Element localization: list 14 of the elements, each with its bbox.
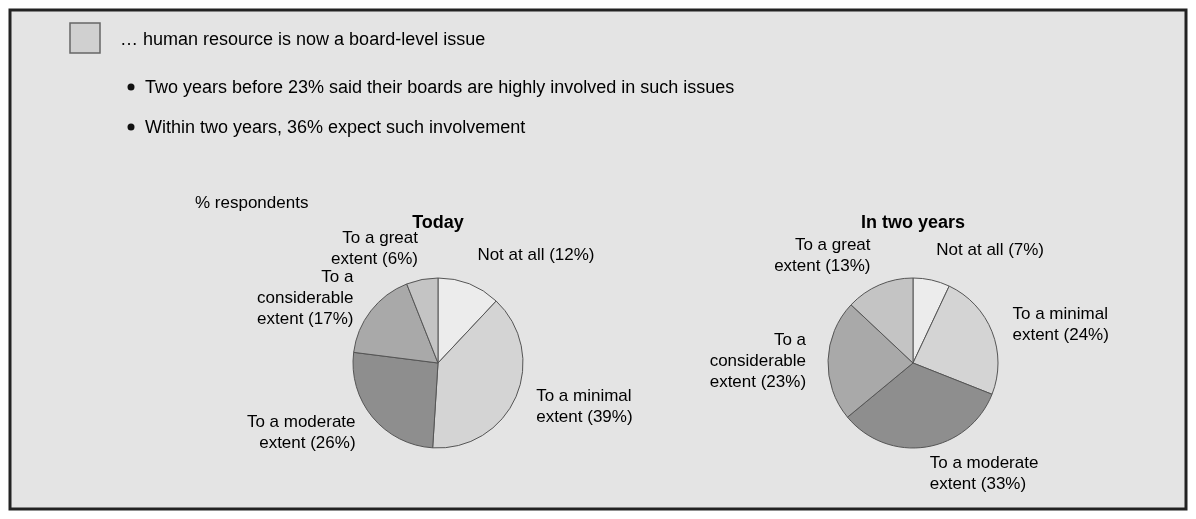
slice-label: Not at all (12%) [477,244,595,264]
slice-label: To a considerable extent (17%) [257,267,354,329]
text: % respondents [195,193,309,212]
slice-label: To a minimal extent (24%) [1012,304,1109,345]
slice-label: To a considerable extent (23%) [709,329,807,391]
chart-title: In two years [860,212,966,232]
text: Within two years, 36% expect such involvement [145,117,526,137]
text: Two years before 23% said their boards are highly involved in such issues [145,77,735,97]
slice-label: To a minimal extent (39%) [536,385,633,426]
slice-label: To a moderate extent (26%) [246,411,356,452]
slice-label: Not at all (7%) [936,239,1045,259]
slice-label: To a moderate extent (33%) [929,453,1039,494]
text: … human resource is now a board-level issue [120,29,486,49]
slice-label: To a great extent (13%) [774,235,871,276]
